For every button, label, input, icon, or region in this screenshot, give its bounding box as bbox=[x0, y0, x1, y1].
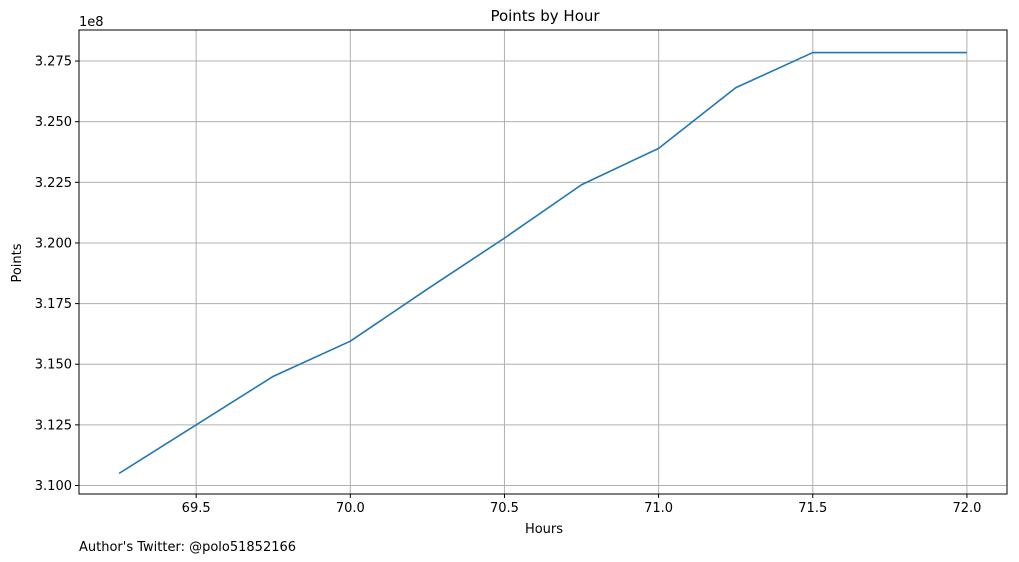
y-offset-text: 1e8 bbox=[79, 15, 104, 30]
data-point bbox=[349, 340, 352, 343]
x-tick-label: 70.5 bbox=[490, 501, 519, 516]
plot-frame bbox=[78, 29, 1008, 495]
x-axis-label: Hours bbox=[525, 522, 563, 537]
author-footer: Author's Twitter: @polo51852166 bbox=[79, 540, 296, 555]
data-point bbox=[965, 51, 968, 54]
data-point bbox=[118, 472, 121, 475]
y-tick-label: 3.225 bbox=[35, 176, 72, 191]
y-tick-label: 3.200 bbox=[35, 236, 72, 251]
x-tick-label: 70.0 bbox=[336, 501, 365, 516]
data-point bbox=[657, 147, 660, 150]
x-tick-label: 69.5 bbox=[182, 501, 211, 516]
x-tick-label: 72.0 bbox=[952, 501, 981, 516]
y-tick-label: 3.100 bbox=[35, 479, 72, 494]
data-point bbox=[580, 183, 583, 186]
chart-title: Points by Hour bbox=[490, 7, 600, 25]
y-tick-label: 3.150 bbox=[35, 358, 72, 373]
y-tick-label: 3.175 bbox=[35, 297, 72, 312]
data-point bbox=[734, 86, 737, 89]
x-tick-label: 71.5 bbox=[798, 501, 827, 516]
data-point bbox=[272, 375, 275, 378]
series-layer bbox=[118, 51, 968, 475]
grid-lines bbox=[79, 30, 1007, 494]
data-point bbox=[811, 51, 814, 54]
data-point bbox=[503, 237, 506, 240]
data-point bbox=[426, 288, 429, 291]
y-tick-label: 3.125 bbox=[35, 418, 72, 433]
axis-ticks: 69.5 70.0 70.5 71.0 71.5 72.0 3.100 3.125 3.150 3… bbox=[35, 55, 982, 516]
data-point bbox=[888, 51, 891, 54]
x-tick-label: 71.0 bbox=[644, 501, 673, 516]
y-tick-label: 3.250 bbox=[35, 115, 72, 130]
y-axis-label: Points bbox=[10, 243, 25, 282]
series-line bbox=[118, 51, 967, 475]
y-tick-label: 3.275 bbox=[35, 55, 72, 70]
